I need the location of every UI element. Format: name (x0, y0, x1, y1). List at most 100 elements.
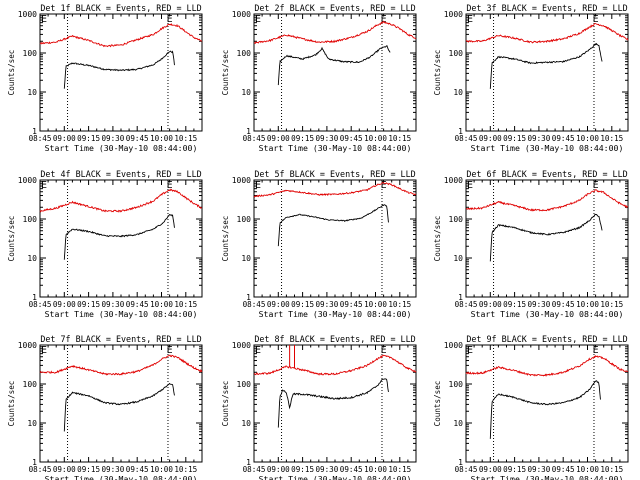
x-tick-label: 09:00 (53, 300, 76, 309)
marker-label: E (167, 345, 173, 356)
chart-title: Det 1f BLACK = Events, RED = LLD (40, 3, 201, 13)
x-tick-label: 09:00 (479, 134, 502, 143)
plot-frame (39, 13, 203, 132)
x-tick-label: 10:15 (600, 300, 623, 309)
x-tick-label: 09:15 (291, 134, 314, 143)
y-tick-label: 100 (449, 380, 464, 389)
x-tick-label: 08:45 (29, 300, 52, 309)
x-tick-label: 09:15 (291, 300, 314, 309)
x-tick-label: 09:00 (479, 300, 502, 309)
x-tick-label: 10:15 (174, 465, 197, 474)
x-tick-label: 08:45 (243, 465, 266, 474)
marker-label-left: E (255, 14, 261, 25)
x-axis-label: Start Time (30-May-10 08:44:00) (45, 474, 198, 480)
y-tick-label: 1 (458, 458, 463, 467)
x-tick-label: 10:15 (388, 134, 411, 143)
x-tick-label: 09:45 (552, 134, 575, 143)
series-line-events (277, 45, 391, 86)
x-tick-label: 09:30 (527, 465, 550, 474)
chart-title: Det 9f BLACK = Events, RED = LLD (466, 334, 627, 344)
x-tick-label: 10:00 (364, 465, 387, 474)
y-tick-label: 1 (32, 127, 37, 136)
x-tick-label: 09:00 (479, 465, 502, 474)
marker-label: E (593, 345, 599, 356)
x-tick-label: 08:45 (455, 134, 478, 143)
marker-label-left: E (41, 345, 47, 356)
x-tick-label: 10:15 (388, 465, 411, 474)
marker-label: E (167, 180, 173, 191)
y-tick-label: 10 (241, 88, 251, 97)
chart-panel-8: Det 8f BLACK = Events, RED = LLD 1 10 100 10… (221, 334, 417, 480)
x-tick-label: 10:00 (150, 134, 173, 143)
y-tick-label: 100 (449, 215, 464, 224)
x-tick-label: 09:30 (101, 300, 124, 309)
x-tick-label: 10:15 (600, 134, 623, 143)
x-tick-label: 09:45 (552, 300, 575, 309)
series-line-events (63, 382, 175, 432)
y-axis-label: Counts/sec (7, 216, 16, 262)
x-tick-label: 09:15 (503, 134, 526, 143)
x-tick-label: 09:15 (503, 300, 526, 309)
chart-panel-2: Det 2f BLACK = Events, RED = LLD 1 10 100 10… (221, 3, 417, 153)
y-tick-label: 1000 (18, 341, 37, 350)
plot-frame (39, 179, 203, 298)
x-tick-label: 09:15 (291, 465, 314, 474)
chart-panel-4: Det 4f BLACK = Events, RED = LLD 1 10 100 10… (7, 169, 203, 319)
chart-panel-5: Det 5f BLACK = Events, RED = LLD 1 10 100 10… (221, 169, 417, 319)
x-tick-label: 09:15 (77, 465, 100, 474)
chart-title: Det 8f BLACK = Events, RED = LLD (254, 334, 415, 344)
marker-label-left: E (255, 345, 261, 356)
x-tick-label: 09:30 (101, 134, 124, 143)
x-tick-label: 10:00 (150, 300, 173, 309)
x-axis-label: Start Time (30-May-10 08:44:00) (471, 309, 624, 319)
y-tick-label: 10 (241, 254, 251, 263)
chart-title: Det 6f BLACK = Events, RED = LLD (466, 169, 627, 179)
y-tick-label: 10 (453, 88, 463, 97)
x-tick-label: 10:00 (364, 300, 387, 309)
x-tick-label: 09:30 (315, 465, 338, 474)
series-line-events (277, 378, 389, 428)
x-axis-label: Start Time (30-May-10 08:44:00) (471, 143, 624, 153)
series-line-lld (465, 23, 629, 44)
y-tick-label: 10 (453, 254, 463, 263)
y-tick-label: 100 (23, 380, 38, 389)
x-tick-label: 10:15 (174, 134, 197, 143)
x-tick-label: 09:30 (315, 134, 338, 143)
y-tick-label: 1 (32, 458, 37, 467)
x-tick-label: 10:00 (150, 465, 173, 474)
x-tick-label: 09:45 (340, 134, 363, 143)
marker-label: E (381, 180, 387, 191)
series-line-lld (253, 181, 417, 198)
x-axis-label: Start Time (30-May-10 08:44:00) (259, 474, 412, 480)
y-tick-label: 1000 (232, 10, 251, 19)
plot-frame (253, 344, 417, 463)
y-tick-label: 1000 (444, 10, 463, 19)
marker-label-left: E (41, 180, 47, 191)
x-tick-label: 09:00 (267, 134, 290, 143)
chart-title: Det 3f BLACK = Events, RED = LLD (466, 3, 627, 13)
y-tick-label: 1000 (232, 176, 251, 185)
x-tick-label: 09:30 (527, 300, 550, 309)
chart-title: Det 7f BLACK = Events, RED = LLD (40, 334, 201, 344)
chart-panel-1: Det 1f BLACK = Events, RED = LLD 1 10 100 10… (7, 3, 203, 153)
x-tick-label: 09:15 (77, 134, 100, 143)
x-tick-label: 09:00 (267, 300, 290, 309)
series-line-lld (465, 355, 629, 377)
x-tick-label: 09:15 (77, 300, 100, 309)
x-tick-label: 10:00 (364, 134, 387, 143)
series-line-lld (39, 23, 203, 48)
plot-frame (253, 13, 417, 132)
chart-title: Det 4f BLACK = Events, RED = LLD (40, 169, 201, 179)
plot-frame (465, 344, 629, 463)
marker-label: E (381, 14, 387, 25)
y-tick-label: 100 (237, 49, 252, 58)
series-line-lld (39, 354, 203, 376)
series-line-lld (253, 354, 417, 376)
y-axis-label: Counts/sec (221, 216, 230, 262)
x-tick-label: 09:45 (340, 465, 363, 474)
x-tick-label: 08:45 (455, 465, 478, 474)
y-tick-label: 1000 (444, 176, 463, 185)
series-line-lld (253, 20, 417, 45)
y-tick-label: 1 (246, 293, 251, 302)
